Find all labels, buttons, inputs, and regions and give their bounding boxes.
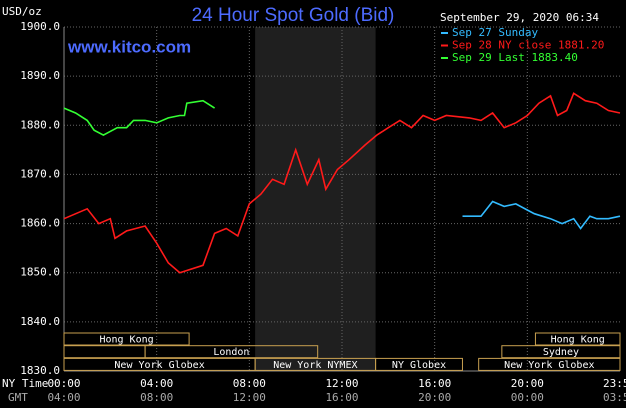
y-tick-label: 1890.0 xyxy=(20,69,60,82)
x2-tick-label: 03:59 xyxy=(603,391,626,404)
legend-label: Sep 27 Sunday xyxy=(452,26,538,39)
timestamp: September 29, 2020 06:34 xyxy=(440,11,599,24)
session-label: New York Globex xyxy=(114,360,204,371)
series-line xyxy=(63,99,216,137)
x-tick-label: 04:00 xyxy=(140,377,173,390)
legend-label: Sep 29 Last 1883.40 xyxy=(452,51,578,64)
x2-tick-label: 16:00 xyxy=(325,391,358,404)
y-tick-label: 1880.0 xyxy=(20,118,60,131)
session-bar xyxy=(534,332,621,346)
y-tick-label: 1840.0 xyxy=(20,315,60,328)
x2-tick-label: 20:00 xyxy=(418,391,451,404)
site-label: www.kitco.com xyxy=(67,37,191,56)
x2-tick-label: 08:00 xyxy=(140,391,173,404)
chart-title: 24 Hour Spot Gold (Bid) xyxy=(192,5,395,26)
session-bar xyxy=(144,345,319,359)
shaded-region xyxy=(255,27,376,371)
x2-row-label: GMT xyxy=(8,391,28,404)
x-tick-label: 16:00 xyxy=(418,377,451,390)
x-tick-label: 20:00 xyxy=(511,377,544,390)
session-label: Hong Kong xyxy=(99,335,153,346)
session-bar xyxy=(63,345,146,359)
legend-label: Sep 28 NY close 1881.20 xyxy=(452,39,604,52)
session-bar xyxy=(375,357,463,371)
x-tick-label: 00:00 xyxy=(47,377,80,390)
series-line xyxy=(63,92,621,274)
session-bar xyxy=(501,345,621,359)
session-bar xyxy=(478,357,621,371)
y-tick-label: 1850.0 xyxy=(20,266,60,279)
y-tick-label: 1860.0 xyxy=(20,217,60,230)
x2-tick-label: 04:00 xyxy=(47,391,80,404)
x-tick-label: 23:59 xyxy=(603,377,626,390)
x-row-label: NY Time xyxy=(2,377,48,390)
session-label: Sydney xyxy=(543,347,579,358)
y-tick-label: 1900.0 xyxy=(20,20,60,33)
session-label: New York Globex xyxy=(504,360,594,371)
y-axis-label: USD/oz xyxy=(2,5,42,18)
session-label: London xyxy=(213,347,249,358)
y-tick-label: 1870.0 xyxy=(20,167,60,180)
x2-tick-label: 00:00 xyxy=(511,391,544,404)
session-label: New York NYMEX xyxy=(273,360,357,371)
x-tick-label: 12:00 xyxy=(325,377,358,390)
y-tick-label: 1830.0 xyxy=(20,364,60,377)
x2-tick-label: 12:00 xyxy=(233,391,266,404)
session-label: Hong Kong xyxy=(551,335,605,346)
session-bar xyxy=(63,332,190,346)
x-tick-label: 08:00 xyxy=(233,377,266,390)
session-label: NY Globex xyxy=(392,360,446,371)
series-line xyxy=(462,200,621,230)
